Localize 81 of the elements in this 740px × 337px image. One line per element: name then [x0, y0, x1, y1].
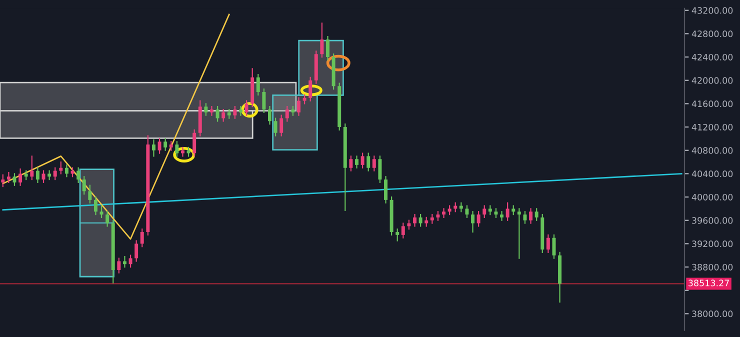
candlestick [134, 240, 138, 262]
y-tick-label: 40800.00 [692, 147, 733, 154]
candlestick [360, 152, 364, 168]
candlestick [6, 172, 10, 183]
candlestick [546, 234, 550, 253]
candlestick [152, 139, 156, 157]
y-tick-label: 38000.00 [692, 310, 733, 318]
candlestick [401, 222, 405, 238]
candlestick [53, 167, 57, 180]
candlestick [222, 108, 226, 122]
y-tick-label: 42400.00 [692, 54, 733, 60]
candlestick [355, 156, 358, 168]
candlestick [262, 88, 266, 113]
candlestick [233, 106, 237, 119]
candlestick [471, 211, 475, 233]
candlestick [366, 152, 370, 172]
candlestick [244, 100, 248, 116]
candlestick [378, 156, 382, 183]
candlestick [204, 103, 208, 116]
candlestick [128, 254, 132, 268]
candlestick [268, 106, 272, 125]
candlestick [164, 138, 168, 151]
candlestick [476, 211, 480, 227]
candlestick [482, 205, 486, 218]
candlestick [506, 202, 510, 221]
candlestick [256, 74, 260, 96]
candlestick [18, 168, 22, 186]
candlestick [100, 205, 104, 218]
candlestick [442, 208, 446, 218]
y-tick-label: 40400.00 [692, 170, 733, 178]
y-tick-label: 41200.00 [692, 124, 733, 130]
y-tick-label: 42800.00 [692, 30, 733, 38]
y-tick-label: 42000.00 [692, 77, 733, 84]
candlestick [274, 118, 278, 136]
candlestick [308, 76, 312, 102]
y-tick-label: 39200.00 [692, 240, 733, 248]
candlestick [529, 208, 533, 224]
candlestick [180, 146, 184, 157]
candlestick [30, 156, 34, 180]
candlestick [396, 228, 400, 242]
candlestick [210, 106, 214, 116]
candlestick [297, 97, 300, 116]
candlestick [216, 106, 220, 122]
candlestick [285, 106, 289, 122]
candlestick [465, 205, 469, 218]
candlestick [158, 138, 162, 154]
candlestick [384, 176, 388, 204]
y-tick-label: 38800.00 [692, 264, 733, 270]
candlestick [534, 208, 538, 221]
candlestick [88, 184, 92, 204]
candlestick [175, 141, 179, 157]
candlestick [64, 164, 68, 178]
candlestick [238, 106, 242, 116]
candlestick [122, 256, 126, 268]
candlestick [106, 211, 110, 227]
candlestick [552, 234, 556, 259]
candlestick [372, 156, 376, 172]
candlestick [280, 114, 284, 136]
candlestick [82, 176, 86, 195]
candlestick [349, 156, 353, 172]
candlestick [94, 196, 98, 216]
candlestick [1, 174, 5, 188]
candlestick [117, 258, 121, 274]
y-tick-label: 43200.00 [692, 7, 733, 14]
candlestick [76, 167, 80, 183]
y-tick-label: 40000.00 [692, 194, 733, 200]
candlestick [320, 22, 324, 58]
candlestick [523, 211, 527, 224]
ref-line-label: 38513.27 [688, 280, 729, 286]
y-tick-label: 39600.00 [692, 217, 733, 224]
candlestick [418, 214, 422, 227]
line-series [2, 14, 230, 240]
candlestick [140, 228, 144, 248]
y-tick-label: 41600.00 [692, 100, 733, 108]
candlestick [326, 36, 330, 60]
candlestick [36, 167, 40, 183]
candlestick [517, 208, 521, 259]
candlestick [192, 129, 196, 157]
candlestick [59, 161, 63, 174]
candlestick [413, 214, 416, 227]
candlestick [500, 211, 504, 221]
